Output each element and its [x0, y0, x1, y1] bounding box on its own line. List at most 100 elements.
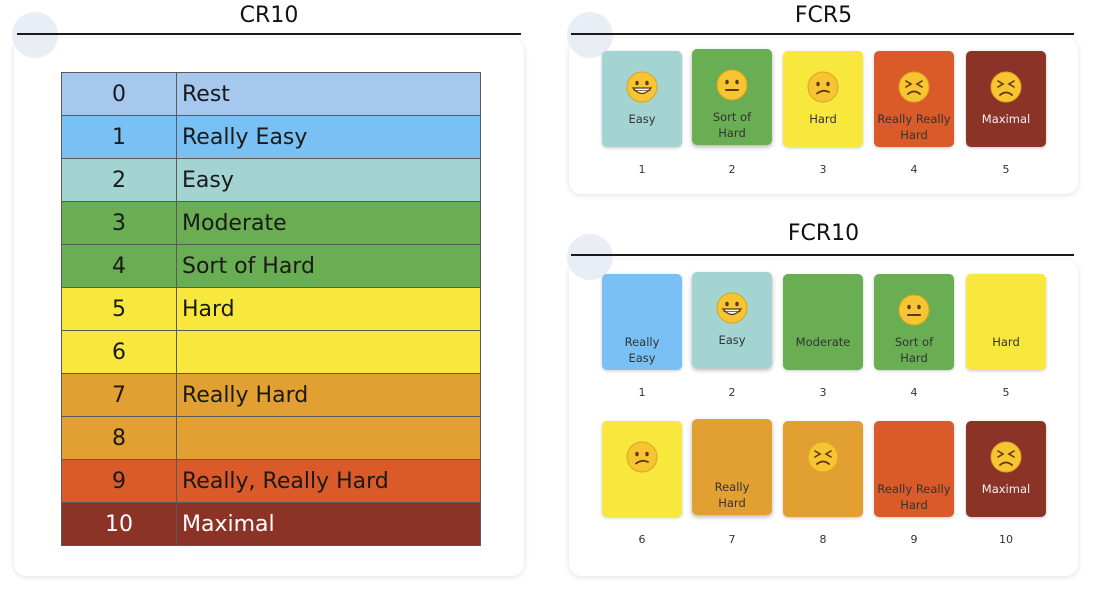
cr10-rating-value: 8	[61, 416, 177, 460]
fcr10-title: FCR10	[787, 221, 860, 246]
fcr10-card-number: 1	[638, 386, 646, 399]
fcr10-card-number: 5	[1002, 386, 1010, 399]
cr10-rating-label: Really Easy	[176, 115, 481, 159]
cr10-row: 9 Really, Really Hard	[61, 459, 481, 503]
corner-decoration	[567, 234, 613, 280]
fcr10-card-number: 8	[819, 533, 827, 546]
confused-face-icon	[807, 71, 839, 103]
cr10-rating-label: Moderate	[176, 201, 481, 245]
fcr5-card-1: Easy	[602, 51, 682, 147]
cr10-rating-label: Hard	[176, 287, 481, 331]
cr10-row: 10 Maximal	[61, 502, 481, 546]
corner-decoration	[12, 12, 58, 58]
card-label-line: Really	[624, 335, 660, 349]
cr10-row: 8	[61, 416, 481, 460]
fcr10-card-7: Really Hard	[692, 419, 772, 515]
card-label-line: Hard	[900, 351, 928, 365]
fcr10-card-1: Really Easy	[602, 274, 682, 370]
fcr10-card-8	[783, 421, 863, 517]
scrunched-face-icon	[898, 71, 930, 103]
card-label-line: Easy	[628, 112, 656, 126]
card-label-line: Hard	[718, 126, 746, 140]
card-label-line: Really Really	[877, 482, 951, 496]
fcr10-card-number: 4	[910, 386, 918, 399]
fcr10-card-10: Maximal	[966, 421, 1046, 517]
card-label-line: Maximal	[981, 112, 1031, 126]
neutral-face-icon	[898, 294, 930, 326]
card-label-line: Really Really	[877, 112, 951, 126]
cr10-rating-label: Really, Really Hard	[176, 459, 481, 503]
card-label-line: Hard	[900, 498, 928, 512]
cr10-rating-value: 4	[61, 244, 177, 288]
fcr10-card-number: 10	[999, 533, 1013, 546]
neutral-face-icon	[716, 69, 748, 101]
fcr10-card-2: Easy	[692, 272, 772, 368]
fcr5-card-4: Really Really Hard	[874, 51, 954, 147]
cr10-rating-label	[176, 330, 481, 374]
card-label-line: Hard	[900, 128, 928, 142]
grin-icon	[626, 71, 658, 103]
cr10-table: 0 Rest 1 Really Easy 2 Easy 3 Moderate 4 Sort of …	[61, 72, 481, 546]
card-label-line: Sort of	[712, 110, 752, 124]
fcr5-title-rule	[571, 33, 1074, 35]
cr10-title: CR10	[239, 3, 299, 28]
cr10-title-rule	[17, 33, 521, 35]
fcr5-card-number: 2	[728, 163, 736, 176]
fcr5-card-2: Sort of Hard	[692, 49, 772, 145]
card-label-line: Moderate	[795, 335, 851, 349]
cr10-rating-value: 9	[61, 459, 177, 503]
cr10-row: 0 Rest	[61, 72, 481, 116]
cr10-rating-label: Maximal	[176, 502, 481, 546]
confused-face-icon	[626, 441, 658, 473]
fcr10-title-rule	[571, 254, 1074, 256]
fcr10-card-number: 3	[819, 386, 827, 399]
fcr10-card-number: 7	[728, 533, 736, 546]
fcr10-card-5: Hard	[966, 274, 1046, 370]
fcr10-card-number: 2	[728, 386, 736, 399]
cr10-rating-label: Easy	[176, 158, 481, 202]
cr10-rating-value: 1	[61, 115, 177, 159]
cr10-rating-value: 5	[61, 287, 177, 331]
fcr10-card-number: 9	[910, 533, 918, 546]
fcr10-card-6	[602, 421, 682, 517]
cr10-rating-label	[176, 416, 481, 460]
cr10-row: 6	[61, 330, 481, 374]
fcr5-card-3: Hard	[783, 51, 863, 147]
card-label-line: Easy	[718, 333, 746, 347]
fcr10-card-number: 6	[638, 533, 646, 546]
fcr5-title: FCR5	[794, 3, 853, 28]
cr10-row: 2 Easy	[61, 158, 481, 202]
fcr10-card-9: Really Really Hard	[874, 421, 954, 517]
cr10-rating-value: 10	[61, 502, 177, 546]
cr10-row: 3 Moderate	[61, 201, 481, 245]
card-label-line: Maximal	[981, 482, 1031, 496]
card-label-line: Really	[714, 480, 750, 494]
card-label-line: Hard	[718, 496, 746, 510]
card-label-line: Hard	[809, 112, 837, 126]
card-label-line: Hard	[992, 335, 1020, 349]
corner-decoration	[567, 12, 613, 58]
card-label-line: Sort of	[894, 335, 934, 349]
cr10-row: 7 Really Hard	[61, 373, 481, 417]
cr10-rating-label: Sort of Hard	[176, 244, 481, 288]
fcr10-card-4: Sort of Hard	[874, 274, 954, 370]
persevering-face-icon	[990, 71, 1022, 103]
cr10-rating-value: 7	[61, 373, 177, 417]
cr10-row: 4 Sort of Hard	[61, 244, 481, 288]
fcr5-card-5: Maximal	[966, 51, 1046, 147]
persevering-face-icon	[990, 441, 1022, 473]
fcr5-card-number: 4	[910, 163, 918, 176]
cr10-rating-label: Really Hard	[176, 373, 481, 417]
scrunched-face-icon	[807, 441, 839, 473]
cr10-rating-value: 2	[61, 158, 177, 202]
cr10-rating-value: 0	[61, 72, 177, 116]
fcr5-card-number: 1	[638, 163, 646, 176]
card-label-line: Easy	[628, 351, 656, 365]
cr10-row: 5 Hard	[61, 287, 481, 331]
cr10-rating-label: Rest	[176, 72, 481, 116]
cr10-rating-value: 3	[61, 201, 177, 245]
fcr5-card-number: 3	[819, 163, 827, 176]
cr10-row: 1 Really Easy	[61, 115, 481, 159]
grin-icon	[716, 292, 748, 324]
fcr10-card-3: Moderate	[783, 274, 863, 370]
